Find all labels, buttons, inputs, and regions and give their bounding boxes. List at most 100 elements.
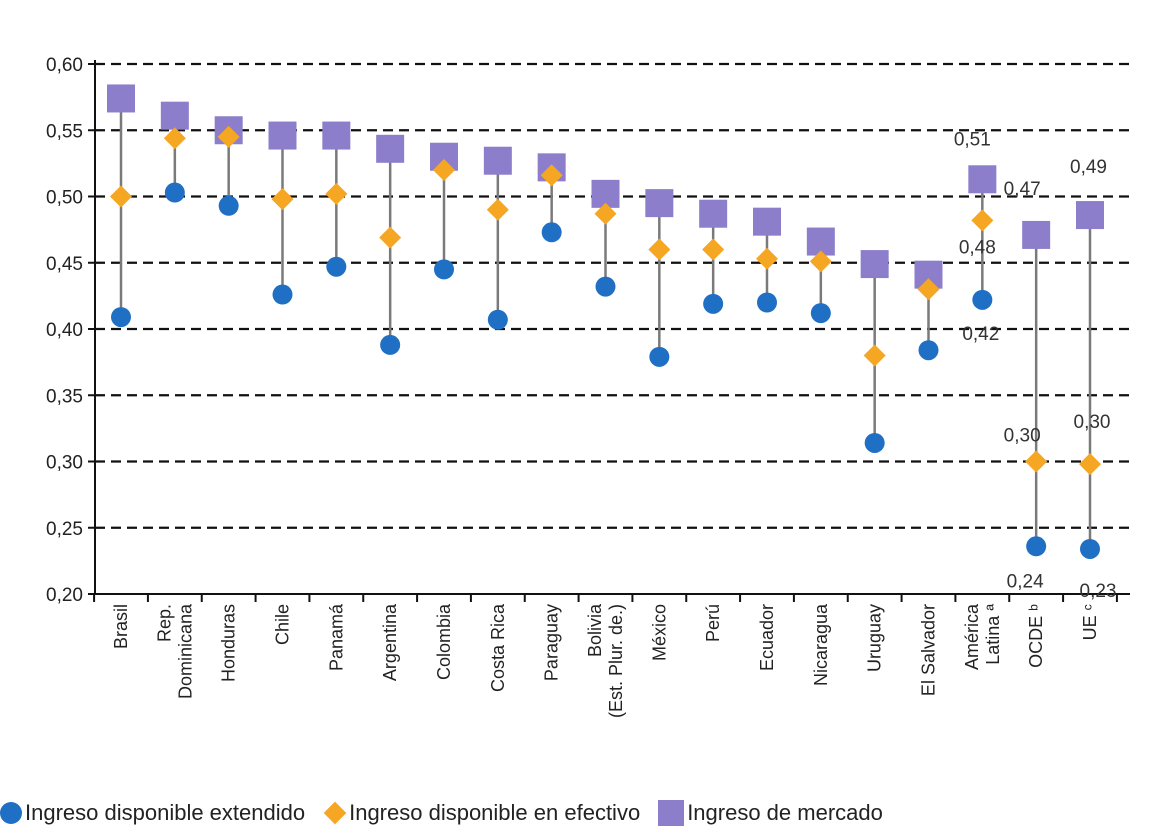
marker-ingreso-efectivo — [863, 344, 886, 367]
marker-ingreso-mercado — [160, 101, 189, 130]
marker-ingreso-efectivo — [971, 209, 994, 232]
category-label: Colombia — [434, 603, 454, 680]
marker-ingreso-efectivo — [486, 198, 509, 221]
marker-ingreso-mercado — [322, 121, 351, 150]
marker-ingreso-efectivo — [325, 182, 348, 205]
marker-ingreso-mercado — [753, 207, 781, 236]
marker-ingreso-mercado — [107, 84, 135, 113]
marker-ingreso-extendido — [703, 293, 724, 314]
category-label: América — [962, 603, 982, 670]
marker-ingreso-mercado — [968, 165, 997, 194]
marker-ingreso-mercado — [483, 146, 512, 175]
marker-ingreso-extendido — [1026, 536, 1047, 557]
category-label: UE ᶜ — [1080, 604, 1100, 640]
legend-diamond-icon — [323, 801, 347, 825]
annotation-label: 0,23 — [1080, 581, 1117, 602]
category-label: Costa Rica — [488, 603, 508, 692]
category-label: Latina ª — [983, 604, 1003, 665]
category-label: Uruguay — [865, 604, 885, 672]
marker-ingreso-efectivo — [110, 185, 132, 208]
legend-label: Ingreso de mercado — [687, 800, 883, 825]
annotation-label: 0,30 — [1004, 426, 1041, 447]
y-tick-label: 0,35 — [46, 386, 83, 407]
marker-ingreso-extendido — [218, 195, 239, 216]
legend-item-extendido: Ingreso disponible extendido — [0, 800, 305, 826]
marker-ingreso-extendido — [918, 340, 939, 361]
legend-item-mercado: Ingreso de mercado — [658, 800, 883, 826]
legend-item-efectivo: Ingreso disponible en efectivo — [323, 800, 640, 826]
y-tick-label: 0,40 — [46, 320, 83, 341]
marker-ingreso-extendido — [326, 256, 347, 277]
category-label: El Salvador — [919, 604, 939, 696]
marker-ingreso-mercado — [1022, 220, 1051, 249]
category-label: Nicaragua — [811, 603, 831, 686]
legend: Ingreso disponible extendido Ingreso dis… — [0, 793, 1158, 833]
category-label: Chile — [273, 604, 293, 645]
marker-ingreso-efectivo — [917, 278, 940, 301]
category-label: Bolivia — [585, 603, 605, 657]
category-label: OCDE ᵇ — [1026, 604, 1046, 668]
y-tick-label: 0,30 — [46, 453, 83, 474]
legend-label: Ingreso disponible extendido — [25, 800, 306, 825]
marker-ingreso-efectivo — [594, 202, 617, 225]
marker-ingreso-mercado — [1076, 201, 1104, 230]
annotation-label: 0,51 — [954, 129, 991, 150]
marker-ingreso-mercado — [376, 134, 405, 163]
annotation-label: 0,42 — [962, 324, 999, 345]
marker-ingreso-efectivo — [1025, 450, 1048, 473]
marker-ingreso-extendido — [111, 307, 131, 328]
marker-ingreso-mercado — [699, 199, 728, 228]
annotation-label: 0,48 — [959, 237, 996, 258]
y-tick-label: 0,50 — [46, 188, 83, 209]
marker-ingreso-extendido — [380, 334, 401, 355]
marker-ingreso-efectivo — [756, 247, 778, 270]
marker-ingreso-extendido — [757, 292, 777, 313]
legend-square-icon — [658, 800, 685, 826]
category-label: Paraguay — [542, 604, 562, 681]
inequality-chart: 0,20 0,25 0,30 0,35 0,40 0,45 0,50 0,55 0,60 Bras… — [46, 55, 1130, 718]
marker-ingreso-efectivo — [271, 188, 294, 211]
labels: 0,20 0,25 0,30 0,35 0,40 0,45 0,50 0,55 0,60 Bras… — [46, 55, 1116, 718]
marker-ingreso-efectivo — [702, 238, 725, 261]
marker-ingreso-extendido — [1080, 538, 1100, 559]
y-tick-label: 0,55 — [46, 121, 83, 142]
category-label: México — [649, 604, 669, 661]
y-tick-label: 0,20 — [46, 585, 83, 606]
marker-ingreso-extendido — [434, 259, 454, 280]
marker-ingreso-efectivo — [163, 127, 186, 150]
marker-ingreso-extendido — [595, 276, 616, 297]
annotation-label: 0,47 — [1004, 179, 1041, 200]
marker-ingreso-extendido — [810, 303, 831, 324]
marker-ingreso-extendido — [972, 289, 993, 310]
y-tick-label: 0,25 — [46, 519, 83, 540]
category-label: Dominicana — [175, 603, 195, 699]
category-label: Rep. — [154, 604, 174, 642]
marker-ingreso-efectivo — [217, 125, 240, 148]
category-label: Honduras — [219, 604, 239, 682]
marker-ingreso-efectivo — [433, 159, 455, 181]
category-label: (Est. Plur. de.) — [606, 604, 626, 718]
annotation-label: 0,49 — [1070, 157, 1107, 178]
marker-ingreso-extendido — [272, 284, 293, 305]
marker-ingreso-mercado — [645, 189, 674, 218]
data-markers — [107, 84, 1104, 559]
category-label: Ecuador — [757, 604, 777, 671]
marker-ingreso-mercado — [860, 250, 889, 279]
marker-ingreso-extendido — [487, 309, 508, 330]
marker-ingreso-extendido — [164, 182, 185, 203]
range-stems — [119, 98, 1092, 549]
marker-ingreso-efectivo — [540, 164, 563, 187]
marker-ingreso-efectivo — [1079, 453, 1101, 476]
legend-label: Ingreso disponible en efectivo — [349, 800, 641, 825]
marker-ingreso-extendido — [649, 346, 670, 367]
axes — [88, 60, 1130, 602]
y-tick-label: 0,45 — [46, 254, 83, 275]
marker-ingreso-mercado — [268, 121, 297, 150]
legend-circle-icon — [0, 802, 22, 824]
category-label: Brasil — [111, 604, 131, 649]
annotation-label: 0,30 — [1074, 412, 1111, 433]
category-label: Argentina — [380, 603, 400, 681]
marker-ingreso-efectivo — [379, 226, 402, 249]
annotation-label: 0,24 — [1007, 571, 1044, 592]
category-label: Perú — [703, 604, 723, 642]
